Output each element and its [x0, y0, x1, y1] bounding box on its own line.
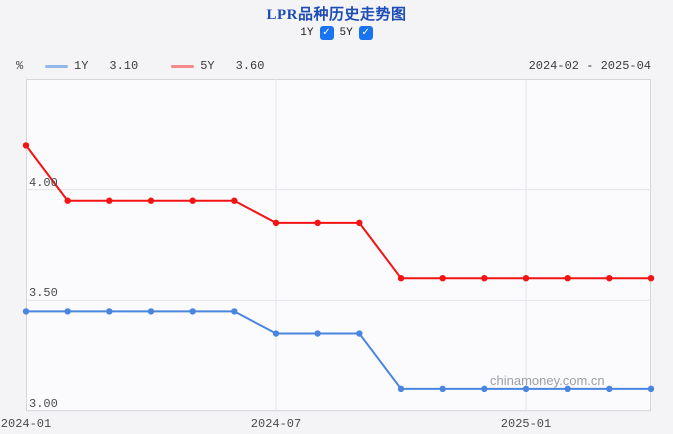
data-point-5y: [64, 197, 71, 204]
legend-swatch-5y-icon: [171, 64, 195, 68]
data-point-1y: [439, 385, 446, 393]
legend-value-5y: 3.60: [235, 59, 265, 73]
data-point-1y: [314, 330, 321, 337]
y-axis-unit-label: %: [16, 59, 24, 73]
data-point-5y: [272, 219, 280, 227]
y-axis-tick-label: 3.00: [29, 397, 58, 411]
toggle-label-1y: 1Y: [300, 27, 314, 39]
data-point-1y: [64, 308, 71, 315]
data-point-5y: [564, 275, 571, 282]
legend-value-1y: 3.10: [109, 59, 139, 73]
y-axis-tick-label: 4.00: [29, 175, 58, 190]
data-point-1y: [231, 308, 238, 315]
checkbox-1y-checked[interactable]: ✓: [319, 26, 334, 40]
legend-name-5y: 5Y: [200, 59, 215, 73]
data-point-1y: [147, 308, 155, 315]
data-point-1y: [356, 330, 363, 337]
data-point-1y: [564, 385, 571, 393]
x-axis-tick-label: 2024-01: [0, 417, 52, 431]
data-point-5y: [397, 275, 405, 282]
data-point-5y: [106, 197, 113, 204]
data-point-5y: [647, 275, 655, 282]
series-line-1y: [25, 310, 652, 390]
data-point-5y: [314, 219, 321, 227]
data-point-5y: [22, 142, 30, 149]
data-point-1y: [522, 385, 530, 393]
checkbox-5y-checked[interactable]: ✓: [358, 26, 373, 40]
legend-swatch-1y-icon: [45, 64, 68, 68]
toggle-label-5y: 5Y: [339, 27, 353, 39]
data-point-1y: [481, 385, 488, 393]
data-point-1y: [647, 385, 655, 393]
data-point-5y: [356, 219, 363, 227]
data-point-5y: [606, 275, 613, 282]
data-point-5y: [189, 197, 196, 204]
x-axis-tick-label: 2024-07: [250, 417, 302, 431]
data-point-5y: [147, 197, 155, 204]
watermark: chinamoney.com.cn: [490, 373, 605, 388]
line-chart-canvas: [22, 79, 655, 412]
chart-legend: 1Y 3.10 5Y 3.60: [45, 59, 264, 73]
data-point-1y: [22, 308, 30, 315]
data-point-1y: [272, 330, 280, 337]
plot-area: [22, 79, 655, 412]
data-point-1y: [606, 385, 613, 393]
series-toggle-row: 1Y ✓ 5Y ✓: [0, 26, 673, 40]
legend-item-1y: 1Y 3.10: [45, 59, 138, 73]
data-point-1y: [189, 308, 196, 315]
data-point-5y: [522, 275, 530, 282]
page-title: LPR品种历史走势图: [266, 7, 407, 23]
date-range-label: 2024-02 - 2025-04: [528, 59, 651, 73]
x-axis-tick-label: 2025-01: [500, 417, 552, 431]
legend-name-1y: 1Y: [74, 59, 89, 73]
data-point-1y: [106, 308, 113, 315]
data-point-5y: [481, 275, 488, 282]
data-point-1y: [397, 385, 405, 393]
legend-item-5y: 5Y 3.60: [171, 59, 264, 73]
series-line-5y: [25, 144, 652, 280]
data-point-5y: [231, 197, 238, 204]
y-axis-tick-label: 3.50: [29, 286, 58, 301]
data-point-5y: [439, 275, 446, 282]
